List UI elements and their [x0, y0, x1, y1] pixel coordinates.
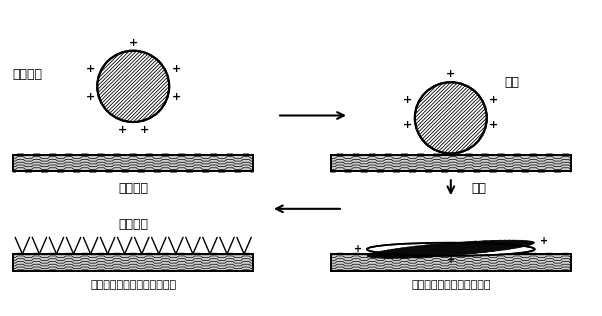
Text: +: +	[140, 125, 149, 135]
Bar	[331, 155, 571, 171]
Bar	[13, 254, 253, 270]
Text: +: +	[539, 236, 548, 246]
Text: 球型胶束: 球型胶束	[12, 68, 42, 81]
Bar	[13, 254, 253, 270]
Text: +: +	[489, 120, 498, 130]
Text: 吸附: 吸附	[504, 76, 520, 89]
Bar	[331, 254, 571, 270]
Text: +: +	[118, 125, 127, 135]
Text: 织物表面形成柔软剂分子膜层: 织物表面形成柔软剂分子膜层	[90, 280, 176, 289]
Text: +: +	[403, 95, 412, 105]
Text: +: +	[447, 255, 455, 265]
Text: +: +	[403, 120, 412, 130]
Text: +: +	[446, 70, 456, 80]
Text: 织物表面: 织物表面	[118, 182, 148, 195]
Text: +: +	[129, 38, 138, 48]
Text: 胶束崩坏、柔软剂分子摊展: 胶束崩坏、柔软剂分子摊展	[411, 280, 491, 289]
Circle shape	[98, 51, 169, 122]
Bar	[331, 155, 571, 171]
Bar	[13, 155, 253, 171]
Text: +: +	[172, 92, 181, 102]
Text: +: +	[85, 64, 95, 74]
Text: +: +	[354, 244, 362, 254]
Text: +: +	[85, 92, 95, 102]
Text: +: +	[172, 64, 181, 74]
Bar	[13, 155, 253, 171]
Ellipse shape	[367, 243, 535, 256]
Text: +: +	[489, 95, 498, 105]
Text: 干燥织物: 干燥织物	[118, 218, 148, 231]
Circle shape	[415, 82, 487, 154]
Text: 烘干: 烘干	[472, 181, 487, 195]
Bar	[331, 254, 571, 270]
